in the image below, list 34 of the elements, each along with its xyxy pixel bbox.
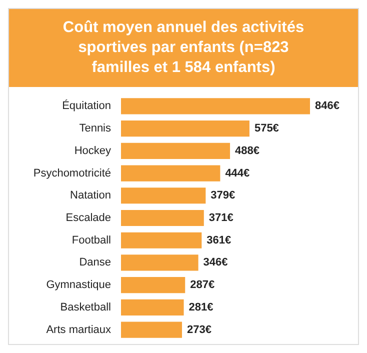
chart-title: Coût moyen annuel des activités sportives par enfants (n=823 familles et 1 584 enfants) bbox=[9, 9, 358, 87]
bar bbox=[121, 142, 230, 159]
y-tick-label: Gymnastique bbox=[46, 279, 111, 292]
bar bbox=[121, 322, 182, 338]
bar bbox=[121, 120, 250, 137]
data-label: 361€ bbox=[206, 234, 232, 246]
bar bbox=[121, 98, 310, 114]
y-tick-label: Tennis bbox=[79, 122, 112, 135]
bar bbox=[121, 188, 206, 204]
bar bbox=[121, 277, 186, 294]
data-label: 444€ bbox=[225, 167, 250, 180]
data-label: 846€ bbox=[315, 100, 340, 112]
y-tick-label: Escalade bbox=[66, 212, 111, 224]
y-tick-label: Danse bbox=[79, 256, 111, 269]
bar bbox=[121, 232, 202, 248]
y-tick-label: Hockey bbox=[74, 144, 112, 157]
y-tick-label: Football bbox=[72, 234, 111, 246]
data-label: 575€ bbox=[254, 122, 279, 135]
y-tick-label: Équitation bbox=[62, 99, 111, 112]
data-label: 371€ bbox=[208, 212, 234, 224]
bar bbox=[121, 254, 198, 271]
bar bbox=[121, 165, 220, 182]
data-label: 488€ bbox=[235, 144, 260, 157]
bar bbox=[121, 299, 184, 316]
data-label: 281€ bbox=[188, 301, 214, 314]
data-label: 273€ bbox=[186, 324, 212, 336]
y-tick-label: Arts martiaux bbox=[46, 324, 112, 336]
y-tick-label: Basketball bbox=[60, 301, 111, 314]
data-label: 287€ bbox=[190, 279, 215, 292]
y-tick-label: Natation bbox=[70, 190, 111, 202]
data-label: 379€ bbox=[210, 190, 236, 202]
bar bbox=[121, 210, 204, 226]
y-tick-label: Psychomotricité bbox=[33, 167, 111, 180]
data-label: 346€ bbox=[203, 256, 228, 269]
